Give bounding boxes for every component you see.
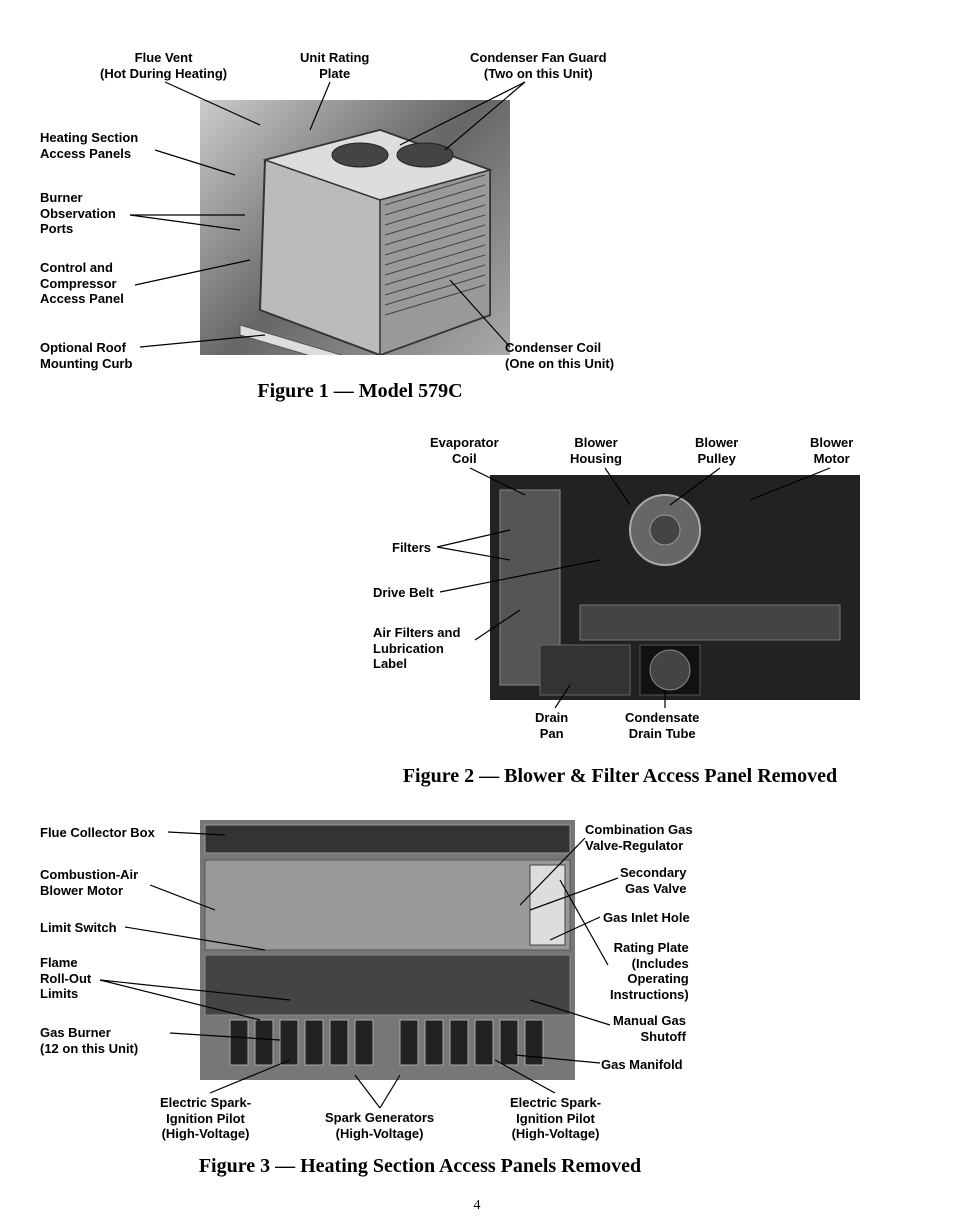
label-text: FlameRoll-OutLimits (40, 955, 91, 1001)
fig2-caption: Figure 2 — Blower & Filter Access Panel … (340, 765, 900, 788)
label-text: BlowerMotor (810, 435, 853, 466)
fig2-label-air-filters: Air Filters andLubricationLabel (373, 625, 460, 672)
fig1-label-control-panel: Control andCompressorAccess Panel (40, 260, 124, 307)
fig1-label-burner-ports: BurnerObservationPorts (40, 190, 116, 237)
fig1-label-heating-panels: Heating SectionAccess Panels (40, 130, 138, 161)
label-text: Combination GasValve-Regulator (585, 822, 693, 853)
fig1-label-flue-vent: Flue Vent(Hot During Heating) (100, 50, 227, 81)
fig2-label-filters: Filters (392, 540, 431, 556)
fig1-label-roof-curb: Optional RoofMounting Curb (40, 340, 132, 371)
label-text: Rating Plate(IncludesOperatingInstructio… (610, 940, 689, 1002)
label-text: Drive Belt (373, 585, 434, 600)
fig1-label-unit-rating: Unit RatingPlate (300, 50, 369, 81)
fig2-label-blower-housing: BlowerHousing (570, 435, 622, 466)
caption-text: Figure 3 — Heating Section Access Panels… (199, 1155, 641, 1177)
fig3-label-secondary: SecondaryGas Valve (620, 865, 686, 896)
label-text: EvaporatorCoil (430, 435, 499, 466)
fig2-label-drive-belt: Drive Belt (373, 585, 434, 601)
fig1-unit-drawing (200, 100, 510, 355)
label-text: Optional RoofMounting Curb (40, 340, 132, 371)
fig3-label-flame-limits: FlameRoll-OutLimits (40, 955, 91, 1002)
label-text: Electric Spark-Ignition Pilot(High-Volta… (160, 1095, 251, 1141)
fig3-label-rating-plate: Rating Plate(IncludesOperatingInstructio… (610, 940, 689, 1002)
label-text: Condenser Coil(One on this Unit) (505, 340, 614, 371)
fig2-label-drain-pan: DrainPan (535, 710, 568, 741)
fig3-label-gas-manifold: Gas Manifold (601, 1057, 683, 1073)
label-text: Flue Collector Box (40, 825, 155, 840)
fig3-label-flue-collector: Flue Collector Box (40, 825, 155, 841)
fig3-label-gas-burner: Gas Burner(12 on this Unit) (40, 1025, 138, 1056)
fig3-label-gas-inlet: Gas Inlet Hole (603, 910, 690, 926)
label-text: Manual GasShutoff (613, 1013, 686, 1044)
fig3-image (200, 820, 575, 1080)
fig1-caption: Figure 1 — Model 579C (220, 380, 500, 403)
fig2-label-condensate: CondensateDrain Tube (625, 710, 699, 741)
label-text: Unit RatingPlate (300, 50, 369, 81)
label-text: Condenser Fan Guard(Two on this Unit) (470, 50, 607, 81)
label-text: CondensateDrain Tube (625, 710, 699, 741)
fig1-label-fan-guard: Condenser Fan Guard(Two on this Unit) (470, 50, 607, 81)
fig2-interior-drawing (490, 475, 860, 700)
fig3-caption: Figure 3 — Heating Section Access Panels… (165, 1155, 675, 1178)
fig3-label-limit-switch: Limit Switch (40, 920, 117, 936)
label-text: Limit Switch (40, 920, 117, 935)
fig2-image (490, 475, 860, 700)
label-text: Gas Manifold (601, 1057, 683, 1072)
fig2-label-blower-pulley: BlowerPulley (695, 435, 738, 466)
label-text: Gas Inlet Hole (603, 910, 690, 925)
label-text: SecondaryGas Valve (620, 865, 686, 896)
label-text: BlowerPulley (695, 435, 738, 466)
label-text: Combustion-AirBlower Motor (40, 867, 138, 898)
fig3-label-spark-right: Electric Spark-Ignition Pilot(High-Volta… (510, 1095, 601, 1142)
fig3-label-manual-shutoff: Manual GasShutoff (613, 1013, 686, 1044)
fig3-label-combustion: Combustion-AirBlower Motor (40, 867, 138, 898)
caption-text: Figure 1 — Model 579C (257, 380, 462, 402)
fig2-label-blower-motor: BlowerMotor (810, 435, 853, 466)
fig1-label-condenser-coil: Condenser Coil(One on this Unit) (505, 340, 614, 371)
fig2-label-evaporator: EvaporatorCoil (430, 435, 499, 466)
label-text: Air Filters andLubricationLabel (373, 625, 460, 671)
caption-text: Figure 2 — Blower & Filter Access Panel … (403, 765, 837, 787)
page-number: 4 (0, 1198, 954, 1214)
fig3-interior-drawing (200, 820, 575, 1080)
fig3-label-spark-left: Electric Spark-Ignition Pilot(High-Volta… (160, 1095, 251, 1142)
fig3-label-combo-valve: Combination GasValve-Regulator (585, 822, 693, 853)
label-text: Gas Burner(12 on this Unit) (40, 1025, 138, 1056)
label-text: Spark Generators(High-Voltage) (325, 1110, 434, 1141)
document-page: Flue Vent(Hot During Heating) Unit Ratin… (0, 0, 954, 1229)
label-text: Flue Vent(Hot During Heating) (100, 50, 227, 81)
label-text: Electric Spark-Ignition Pilot(High-Volta… (510, 1095, 601, 1141)
label-text: BurnerObservationPorts (40, 190, 116, 236)
label-text: Heating SectionAccess Panels (40, 130, 138, 161)
label-text: BlowerHousing (570, 435, 622, 466)
fig1-image (200, 100, 510, 355)
fig3-label-spark-gen: Spark Generators(High-Voltage) (325, 1110, 434, 1141)
page-number-text: 4 (474, 1198, 481, 1213)
label-text: DrainPan (535, 710, 568, 741)
label-text: Control andCompressorAccess Panel (40, 260, 124, 306)
label-text: Filters (392, 540, 431, 555)
